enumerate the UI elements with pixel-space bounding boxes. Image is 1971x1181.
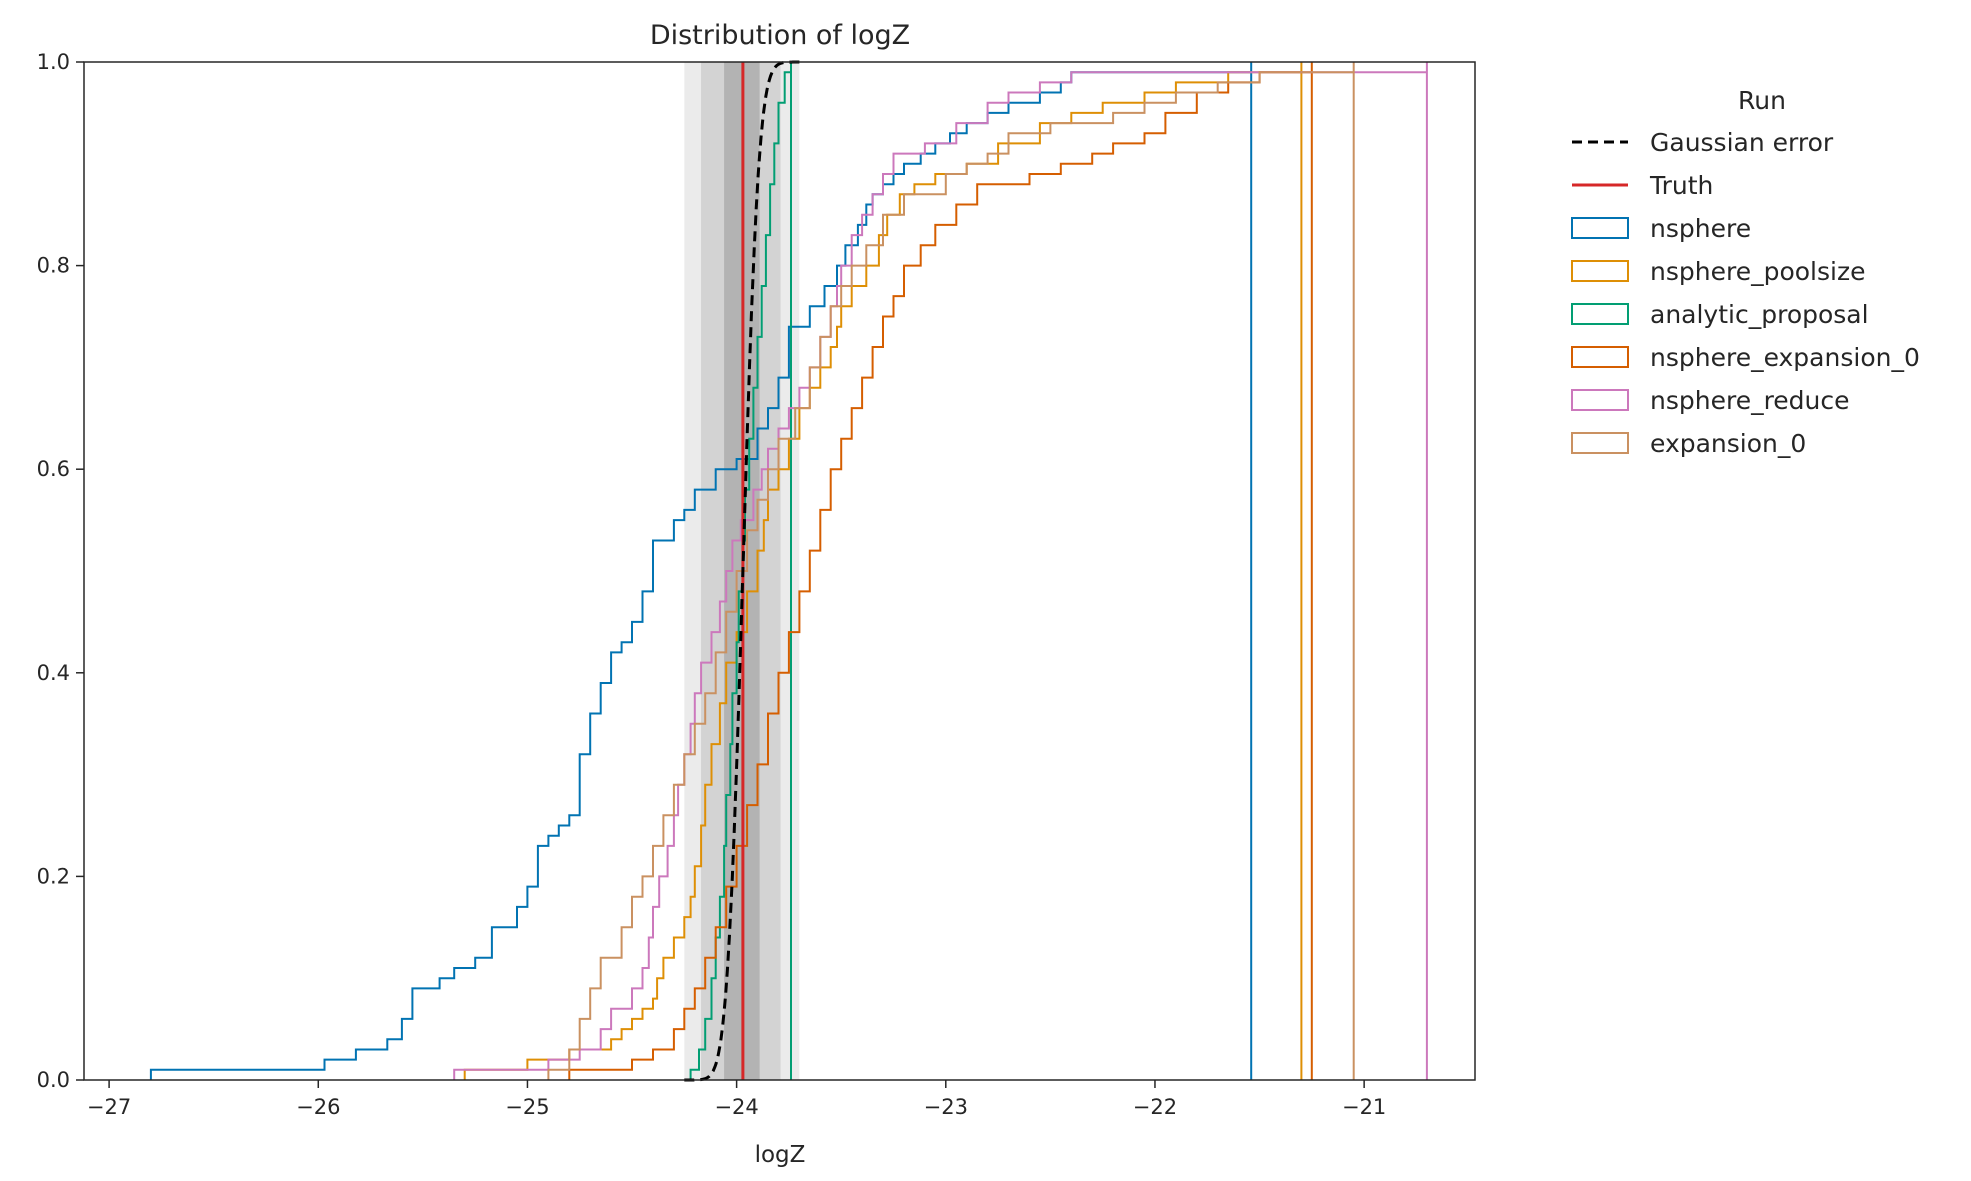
legend-label: Gaussian error	[1650, 128, 1834, 157]
x-tick-label: −24	[714, 1095, 758, 1119]
x-tick-label: −26	[296, 1095, 340, 1119]
legend-label: nsphere	[1650, 214, 1751, 243]
series-line-nsphere-expansion-0	[568, 62, 1313, 1080]
x-tick-label: −22	[1133, 1095, 1177, 1119]
legend-label: analytic_proposal	[1650, 300, 1869, 329]
chart-title: Distribution of logZ	[650, 20, 910, 51]
y-tick-label: 0.0	[37, 1068, 70, 1092]
y-tick-label: 0.2	[37, 864, 70, 888]
legend-label: nsphere_reduce	[1650, 386, 1850, 415]
legend-swatch	[1571, 303, 1629, 325]
legend-swatch	[1571, 432, 1629, 454]
y-tick-label: 0.4	[37, 661, 70, 685]
series-line-nsphere-reduce	[453, 62, 1428, 1080]
x-tick-label: −27	[87, 1095, 131, 1119]
legend-swatch	[1571, 217, 1629, 239]
x-tick-label: −25	[505, 1095, 549, 1119]
series-line-nsphere-poolsize	[463, 62, 1303, 1080]
legend-label: nsphere_poolsize	[1650, 257, 1865, 286]
legend-label: Truth	[1649, 171, 1713, 200]
x-tick-label: −23	[924, 1095, 968, 1119]
y-tick-label: 0.6	[37, 457, 70, 481]
series-line-expansion-0	[547, 62, 1355, 1080]
y-axis: 0.0 0.2 0.4 0.6 0.8 1.0	[37, 50, 84, 1092]
legend-swatch	[1571, 346, 1629, 368]
x-tick-label: −21	[1342, 1095, 1386, 1119]
plot-frame	[83, 61, 1476, 1081]
legend-label: nsphere_expansion_0	[1650, 343, 1920, 372]
x-axis: −27 −26 −25 −24 −23 −22 −21	[87, 1080, 1386, 1119]
legend-swatch	[1571, 260, 1629, 282]
y-tick-label: 1.0	[37, 50, 70, 74]
legend-swatch	[1571, 389, 1629, 411]
y-tick-label: 0.8	[37, 254, 70, 278]
legend: Run Gaussian error Truth nsphere nsphere_po…	[1571, 86, 1920, 458]
series-line-nsphere	[149, 62, 1253, 1080]
legend-label: expansion_0	[1650, 429, 1806, 458]
x-axis-label: logZ	[755, 1142, 806, 1168]
series-layer	[149, 62, 1428, 1080]
gaussian-error-curve	[684, 60, 800, 1082]
legend-title: Run	[1738, 86, 1786, 115]
overlay-layer	[684, 60, 800, 1082]
